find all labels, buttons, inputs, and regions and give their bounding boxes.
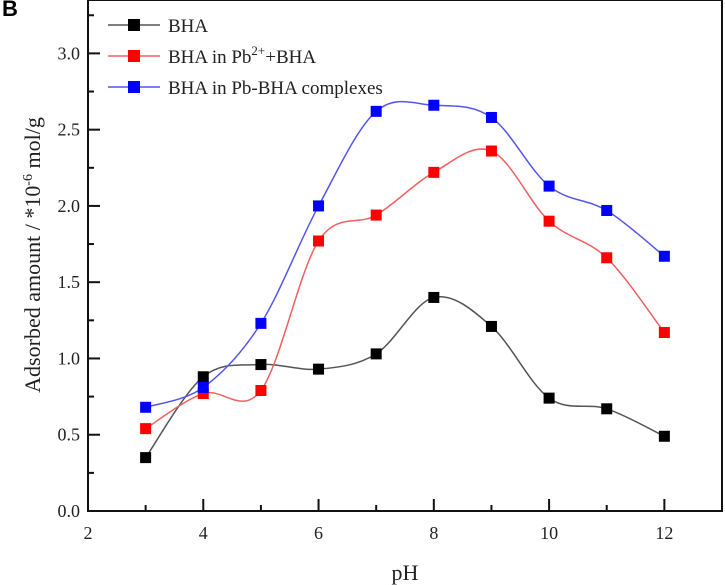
legend-superscript: 2+ <box>251 43 265 58</box>
y-tick-label: 2.0 <box>58 196 81 216</box>
y-axis-label: Adsorbed amount / *10-6 mol/g <box>20 117 45 393</box>
data-point-2 <box>485 111 497 123</box>
data-point-0 <box>485 320 497 332</box>
plot-frame <box>87 0 723 512</box>
series-curves <box>145 100 665 459</box>
data-point-2 <box>255 317 267 329</box>
x-tick-label: 12 <box>655 523 673 543</box>
axis-ticks: 2 4 6 8 10 12 0.0 0.5 1.0 1.5 2.0 2.5 3.0 <box>58 14 673 543</box>
data-point-0 <box>370 348 382 360</box>
legend-label-2: BHA in Pb-BHA complexes <box>168 78 383 99</box>
data-point-1 <box>313 235 325 247</box>
data-point-0 <box>543 392 555 404</box>
y-tick-label: 0.5 <box>58 425 81 445</box>
legend-marker-0 <box>128 19 140 31</box>
series-line-1 <box>145 148 665 430</box>
x-tick-label: 10 <box>540 523 558 543</box>
legend-text: BHA <box>168 16 208 37</box>
x-axis-label: pH <box>392 560 419 585</box>
data-point-2 <box>313 200 325 212</box>
y-axis-label-unit: mol/g <box>20 117 45 174</box>
data-point-1 <box>140 423 152 435</box>
legend-label-0: BHA <box>168 16 208 37</box>
data-point-2 <box>428 99 440 111</box>
data-point-2 <box>140 401 152 413</box>
series-line-0 <box>145 295 665 459</box>
y-axis-label-exponent: -6 <box>21 174 36 186</box>
data-point-0 <box>197 371 209 383</box>
legend-marker-2 <box>128 81 140 93</box>
data-point-2 <box>658 250 670 262</box>
x-tick-label: 8 <box>429 523 438 543</box>
series-line-2 <box>145 100 665 408</box>
y-tick-label: 1.5 <box>58 272 81 292</box>
legend-text: BHA in Pb <box>168 47 251 68</box>
legend-marker-1 <box>128 50 140 62</box>
data-point-1 <box>485 145 497 157</box>
y-tick-label: 2.5 <box>58 120 81 140</box>
legend: BHA BHA in Pb2++BHA BHA in Pb-BHA complexe… <box>108 16 383 99</box>
data-point-2 <box>197 381 209 393</box>
y-tick-label: 1.0 <box>58 348 81 368</box>
data-point-0 <box>428 291 440 303</box>
data-point-1 <box>658 327 670 339</box>
data-point-1 <box>370 209 382 221</box>
data-point-0 <box>658 430 670 442</box>
y-tick-label: 3.0 <box>58 43 81 63</box>
x-tick-label: 4 <box>199 523 208 543</box>
data-point-2 <box>601 205 613 217</box>
data-point-1 <box>428 166 440 178</box>
series-markers <box>140 99 670 464</box>
data-point-1 <box>255 384 267 396</box>
legend-text: BHA in Pb-BHA complexes <box>168 78 383 99</box>
y-axis-label-main: Adsorbed amount / *10 <box>20 186 45 393</box>
data-point-2 <box>370 105 382 117</box>
legend-label-1: BHA in Pb2++BHA <box>168 43 316 68</box>
data-point-1 <box>197 388 209 400</box>
data-point-1 <box>543 215 555 227</box>
data-point-0 <box>140 452 152 464</box>
x-tick-label: 2 <box>84 523 93 543</box>
data-point-0 <box>313 363 325 375</box>
data-point-1 <box>601 252 613 264</box>
data-point-0 <box>601 403 613 415</box>
panel-label: B <box>2 0 18 21</box>
x-tick-label: 6 <box>314 523 323 543</box>
data-point-0 <box>255 359 267 371</box>
legend-text-suffix: +BHA <box>265 47 316 68</box>
y-tick-label: 0.0 <box>58 501 81 521</box>
data-point-2 <box>543 180 555 192</box>
